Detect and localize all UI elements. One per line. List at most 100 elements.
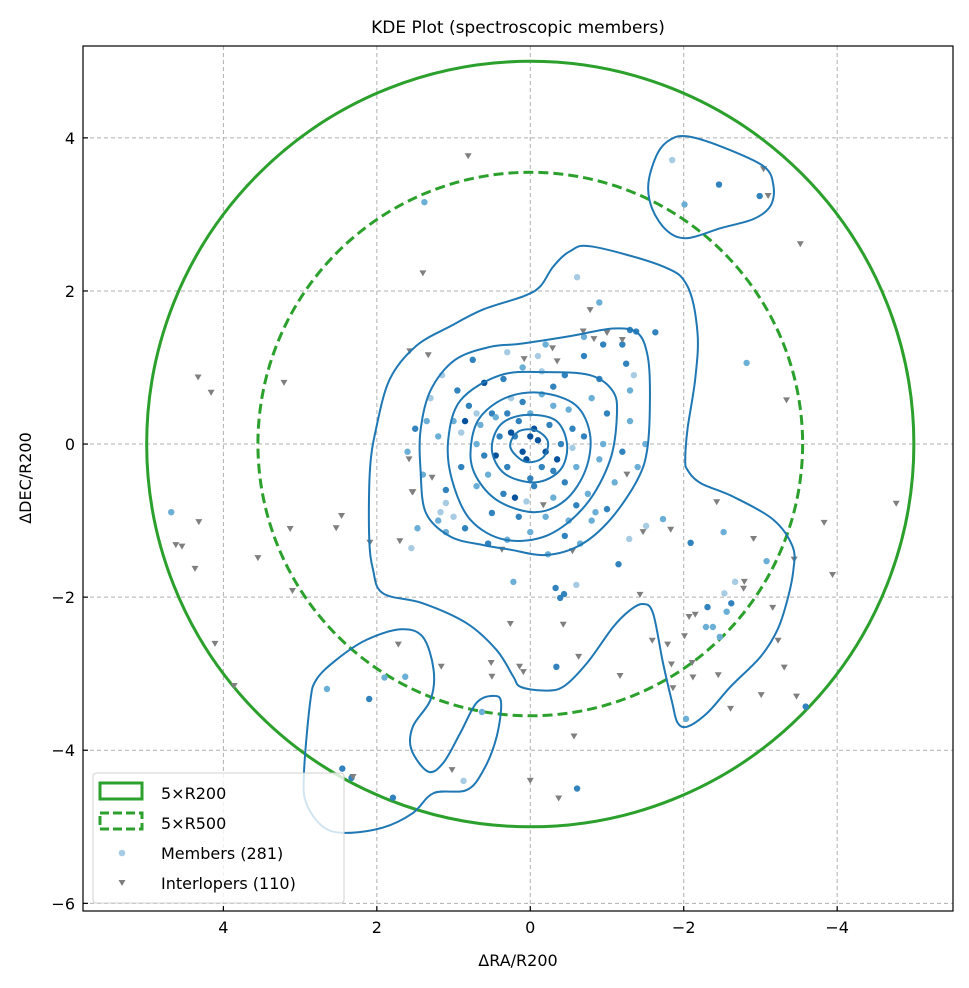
y-tick-label: 4	[65, 129, 75, 148]
member-point	[599, 341, 607, 348]
interloper-point	[727, 705, 735, 712]
interloper-point	[207, 389, 215, 396]
interloper-point	[230, 682, 238, 689]
member-point	[561, 479, 568, 486]
interloper-point	[764, 193, 772, 200]
interloper-point	[549, 345, 557, 352]
member-point	[437, 508, 444, 516]
kde-contour	[302, 628, 503, 834]
interloper-point	[750, 535, 758, 542]
member-point	[709, 623, 717, 631]
member-point	[458, 463, 465, 471]
member-point	[573, 273, 581, 281]
y-tick-label: 0	[65, 435, 75, 454]
member-point	[580, 433, 588, 440]
member-point	[527, 433, 534, 440]
plot-frame	[82, 45, 954, 912]
member-point	[603, 505, 611, 513]
member-point	[477, 421, 484, 429]
chart-title: KDE Plot (spectroscopic members)	[371, 18, 665, 38]
member-point	[458, 429, 465, 436]
interloper-point	[172, 542, 180, 549]
interloper-point	[685, 614, 693, 621]
interloper-point	[769, 604, 777, 611]
interloper-point	[792, 693, 800, 700]
interloper-point	[590, 336, 598, 343]
interloper-point	[280, 379, 288, 386]
kde-contour	[509, 428, 550, 464]
member-point	[584, 490, 592, 498]
kde-contour	[367, 244, 796, 729]
interloper-point	[892, 500, 900, 507]
interloper-point	[288, 588, 296, 595]
member-point	[626, 535, 633, 543]
member-point	[550, 383, 557, 390]
interloper-point	[488, 673, 496, 680]
member-point	[569, 425, 576, 432]
legend-box	[92, 772, 345, 904]
kde-contours	[302, 134, 796, 834]
interloper-point	[396, 538, 404, 545]
interloper-point	[820, 519, 828, 526]
member-point	[389, 794, 397, 801]
members-series	[168, 156, 809, 801]
member-point	[721, 590, 728, 597]
member-point	[339, 765, 346, 772]
interloper-point	[519, 669, 527, 676]
x-axis-label: ΔRA/R200	[478, 951, 557, 970]
grid	[83, 46, 953, 911]
member-point	[596, 299, 603, 306]
interloper-point	[713, 499, 721, 506]
member-point	[552, 584, 559, 592]
interloper-point	[506, 620, 514, 627]
member-point	[534, 352, 542, 360]
member-point	[492, 414, 499, 421]
legend-swatch-r200	[98, 781, 144, 801]
member-point	[611, 479, 618, 486]
member-point	[465, 402, 473, 409]
member-point	[728, 600, 735, 607]
interloper-point	[448, 767, 456, 774]
member-point	[484, 471, 492, 478]
member-point	[408, 544, 415, 552]
interloper-point	[405, 456, 413, 463]
axis-ticks: 4 2 0 −2 −4 4 2 0 −2 −4 −6	[51, 129, 849, 937]
member-point	[681, 201, 688, 208]
member-point	[573, 502, 580, 509]
member-point	[530, 482, 538, 490]
interloper-point	[194, 374, 202, 381]
interloper-point	[829, 571, 837, 578]
member-point	[588, 394, 595, 402]
interloper-point	[424, 352, 432, 359]
interloper-point	[520, 356, 528, 363]
member-point	[716, 633, 723, 641]
interloper-point	[714, 672, 722, 679]
interloper-point	[603, 330, 611, 337]
interloper-point	[783, 397, 791, 404]
member-point	[478, 708, 486, 716]
member-point	[450, 513, 457, 520]
member-point	[550, 467, 557, 475]
interloper-point	[338, 513, 346, 520]
member-point	[715, 181, 723, 188]
member-point	[743, 359, 750, 367]
member-point	[481, 452, 488, 459]
member-point	[323, 685, 331, 693]
member-point	[454, 387, 461, 394]
member-point	[168, 508, 175, 516]
member-point	[619, 341, 626, 348]
interloper-point	[211, 640, 219, 647]
interloper-point	[555, 795, 563, 802]
interloper-point	[464, 153, 472, 160]
legend-label-interlopers: Interlopers (110)	[161, 874, 296, 893]
member-point	[626, 417, 634, 425]
interloper-point	[639, 529, 647, 536]
member-point	[527, 528, 534, 536]
member-point	[704, 603, 711, 611]
member-point	[414, 525, 421, 532]
member-point	[488, 509, 496, 517]
interloper-point	[191, 565, 199, 572]
y-tick-label: 2	[65, 282, 75, 301]
member-point	[523, 498, 530, 505]
